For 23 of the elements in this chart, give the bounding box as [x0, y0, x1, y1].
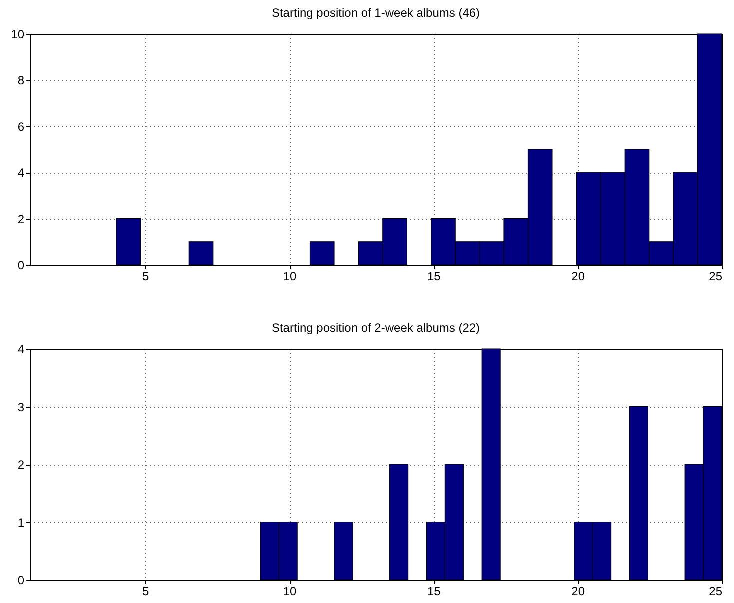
x-tick-label: 15	[427, 584, 442, 598]
x-tick-label: 15	[427, 270, 442, 284]
y-tick-label: 3	[18, 400, 25, 414]
y-tick-label: 0	[18, 574, 25, 588]
x-tick-label: 10	[283, 584, 297, 598]
x-tick-label: 25	[709, 584, 723, 598]
y-tick-label: 4	[18, 342, 25, 356]
x-tick-label: 10	[283, 270, 297, 284]
x-tick-label: 20	[572, 584, 586, 598]
chart-title: Starting position of 2-week albums (22)	[272, 321, 480, 335]
y-tick-label: 2	[18, 212, 25, 226]
x-tick-label: 5	[142, 584, 150, 598]
y-tick-label: 4	[18, 166, 25, 180]
x-tick-label: 5	[142, 270, 150, 284]
y-tick-label: 10	[11, 28, 25, 42]
x-tick-label: 25	[709, 270, 723, 284]
chart-title: Starting position of 1-week albums (46)	[272, 6, 480, 20]
y-tick-label: 8	[18, 74, 25, 88]
y-tick-label: 2	[18, 458, 25, 472]
y-tick-label: 0	[18, 258, 25, 272]
x-tick-label: 20	[572, 270, 586, 284]
y-tick-label: 1	[18, 516, 25, 530]
y-tick-label: 6	[18, 120, 25, 134]
